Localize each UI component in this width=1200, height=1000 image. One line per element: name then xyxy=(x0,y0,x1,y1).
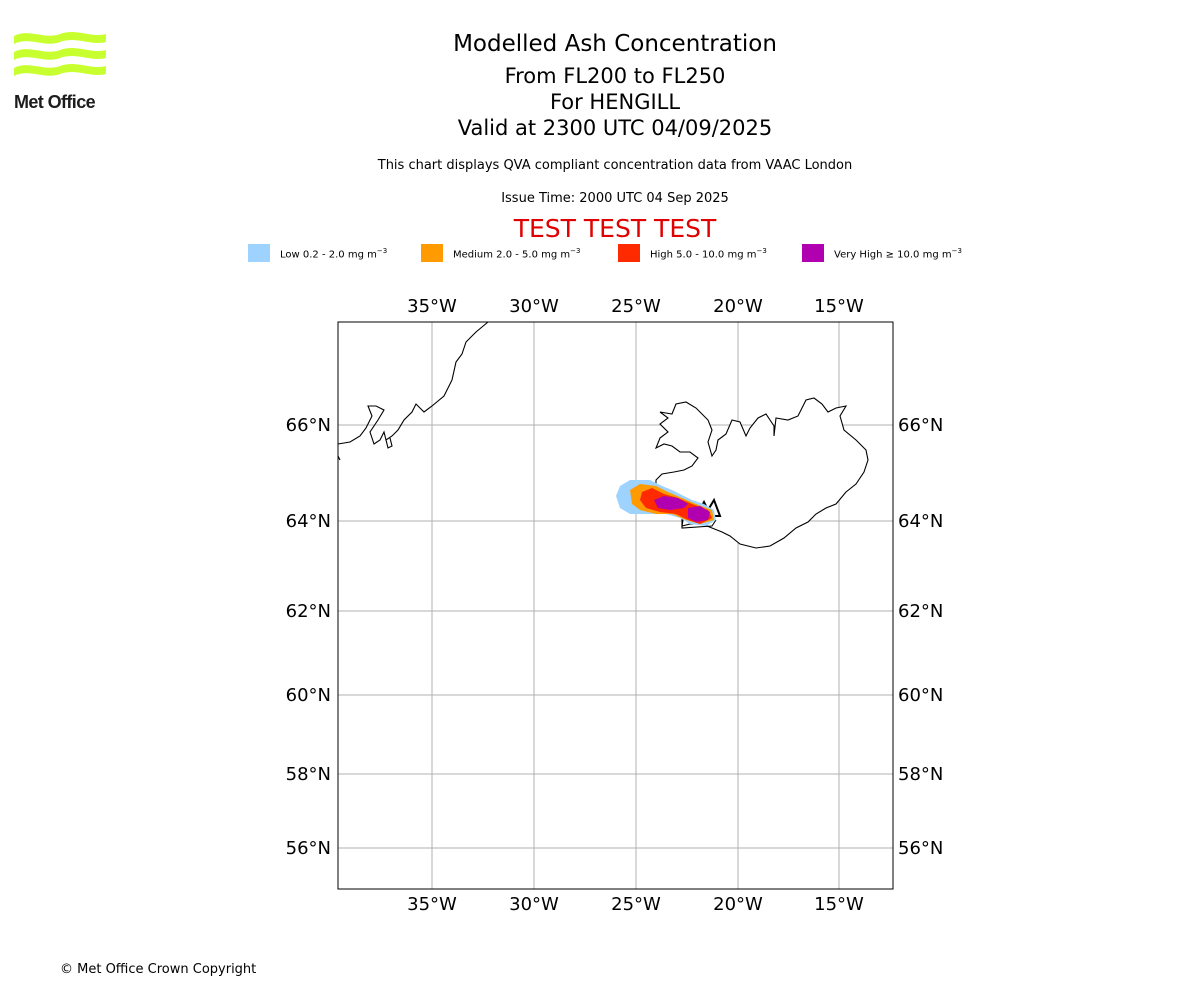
lon-label-top-30w: 30°W xyxy=(509,296,559,317)
chart-title: Modelled Ash Concentration xyxy=(453,31,777,57)
greenland-coastline xyxy=(337,321,489,445)
reykjanes-peninsula xyxy=(681,516,717,529)
ash-plume xyxy=(616,480,716,526)
lon-label-bottom-15w: 15°W xyxy=(814,894,864,915)
issue-time: Issue Time: 2000 UTC 04 Sep 2025 xyxy=(501,191,729,206)
lat-label-right-60n: 60°N xyxy=(898,685,943,706)
greenland-inlet xyxy=(385,437,393,449)
lat-label-left-58n: 58°N xyxy=(286,764,331,785)
map-frame xyxy=(337,321,894,890)
legend-swatch-very-high xyxy=(802,244,824,262)
legend: Low 0.2 - 2.0 mg m−3 Medium 2.0 - 5.0 mg… xyxy=(0,244,1200,264)
lat-label-left-60n: 60°N xyxy=(286,685,331,706)
lat-label-left-64n: 64°N xyxy=(286,511,331,532)
lon-label-bottom-30w: 30°W xyxy=(509,894,559,915)
lat-label-right-56n: 56°N xyxy=(898,838,943,859)
volcano-name: For HENGILL xyxy=(549,90,681,114)
ash-region-very-high-2 xyxy=(688,506,710,522)
logo-text: Met Office xyxy=(14,92,96,112)
legend-label-very-high: Very High ≥ 10.0 mg m−3 xyxy=(834,247,962,261)
lat-label-left-56n: 56°N xyxy=(286,838,331,859)
test-banner: TEST TEST TEST xyxy=(513,214,717,243)
lon-label-bottom-25w: 25°W xyxy=(611,894,661,915)
met-office-logo xyxy=(14,32,106,76)
flight-levels: From FL200 to FL250 xyxy=(504,64,726,88)
ash-region-very-high xyxy=(654,496,688,510)
lon-label-top-25w: 25°W xyxy=(611,296,661,317)
iceland-coastline xyxy=(654,397,869,549)
copyright-notice: © Met Office Crown Copyright xyxy=(60,962,257,977)
lat-label-right-58n: 58°N xyxy=(898,764,943,785)
valid-time: Valid at 2300 UTC 04/09/2025 xyxy=(457,116,773,140)
lon-label-top-20w: 20°W xyxy=(713,296,763,317)
legend-label-low: Low 0.2 - 2.0 mg m−3 xyxy=(280,247,388,261)
lon-label-top-15w: 15°W xyxy=(814,296,864,317)
legend-swatch-low xyxy=(248,244,270,262)
legend-swatch-medium xyxy=(421,244,443,262)
lon-label-bottom-35w: 35°W xyxy=(407,894,457,915)
lat-label-left-66n: 66°N xyxy=(286,415,331,436)
legend-swatch-high xyxy=(618,244,640,262)
lat-label-left-62n: 62°N xyxy=(286,601,331,622)
legend-label-medium: Medium 2.0 - 5.0 mg m−3 xyxy=(453,247,581,261)
lat-label-right-62n: 62°N xyxy=(898,601,943,622)
lon-label-bottom-20w: 20°W xyxy=(713,894,763,915)
legend-label-high: High 5.0 - 10.0 mg m−3 xyxy=(650,247,767,261)
compliance-note: This chart displays QVA compliant concen… xyxy=(377,158,853,173)
lat-label-right-66n: 66°N xyxy=(898,415,943,436)
lon-label-top-35w: 35°W xyxy=(407,296,457,317)
lat-label-right-64n: 64°N xyxy=(898,511,943,532)
